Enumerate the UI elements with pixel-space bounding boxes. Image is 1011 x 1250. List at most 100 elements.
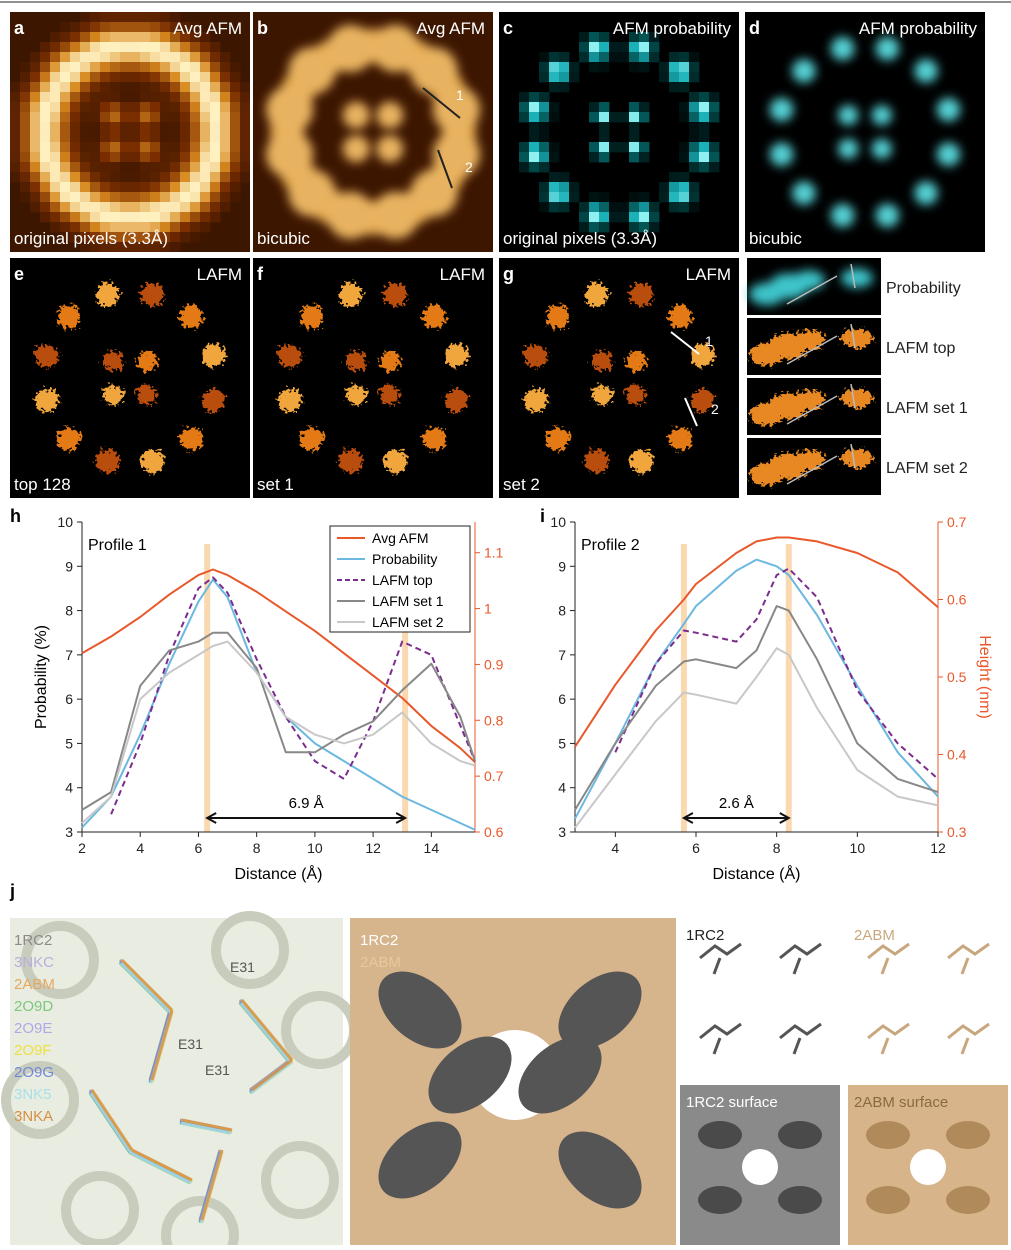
x-axis-label: Distance (Å) [234, 864, 322, 883]
pixel [629, 192, 639, 202]
pixel [120, 72, 130, 82]
panel-letter: i [540, 506, 545, 526]
pixel [200, 162, 210, 172]
pixel [190, 62, 200, 72]
pixel [549, 152, 559, 162]
distance-arrow [684, 813, 789, 823]
pixel [180, 232, 190, 242]
pixel [220, 142, 230, 152]
pixel [170, 172, 180, 182]
pixel [110, 82, 120, 92]
y-tick-label: 8 [558, 603, 566, 619]
pixel [559, 172, 569, 182]
pixel [230, 102, 240, 112]
pixel [549, 112, 559, 122]
pixel [240, 152, 250, 162]
pixel [150, 12, 160, 22]
pixel [140, 52, 150, 62]
blob [770, 143, 794, 167]
pixel [140, 172, 150, 182]
pixel [110, 22, 120, 32]
pixel [699, 122, 709, 132]
blob [202, 344, 226, 368]
pixel [20, 62, 30, 72]
pixel [679, 182, 689, 192]
pixel [40, 102, 50, 112]
pixel [100, 82, 110, 92]
blob [96, 450, 120, 474]
blob [141, 450, 165, 474]
pixel [549, 182, 559, 192]
pixel [539, 132, 549, 142]
pixel [559, 192, 569, 202]
pixel [220, 182, 230, 192]
series-line [575, 560, 938, 819]
panel-background [10, 258, 250, 498]
pixel [40, 142, 50, 152]
pixel [40, 72, 50, 82]
blob [831, 37, 855, 61]
pixel [150, 142, 160, 152]
x-axis-label: Distance (Å) [712, 864, 800, 883]
pixel [40, 122, 50, 132]
overlay-label: 1RC2 [360, 932, 398, 949]
blob [103, 385, 123, 405]
pixel [10, 92, 20, 102]
pixel [10, 152, 20, 162]
pixel [170, 202, 180, 212]
blob [630, 283, 654, 307]
image-panel [745, 12, 985, 252]
pixel [80, 62, 90, 72]
pixel [150, 52, 160, 62]
pixel [10, 112, 20, 122]
panel-letter: d [749, 18, 760, 38]
pixel [90, 52, 100, 62]
pixel [559, 62, 569, 72]
pixel [80, 52, 90, 62]
blob [346, 351, 366, 371]
pixel [30, 152, 40, 162]
pixel [629, 202, 639, 212]
pixel [100, 112, 110, 122]
pixel [230, 152, 240, 162]
pixel [180, 82, 190, 92]
pixel [649, 42, 659, 52]
pixel [150, 92, 160, 102]
pixel [589, 112, 599, 122]
pixel [160, 102, 170, 112]
pixel [70, 102, 80, 112]
view-label: 2ABM surface [854, 1094, 948, 1111]
pixel [529, 132, 539, 142]
pixel [40, 162, 50, 172]
pixel [629, 62, 639, 72]
pixel [100, 212, 110, 222]
pixel [50, 202, 60, 212]
panel-caption: original pixels (3.3Å) [503, 229, 657, 248]
panel-title: AFM probability [859, 19, 978, 38]
panel-caption: top 128 [14, 475, 71, 494]
pixel [529, 112, 539, 122]
pixel [190, 202, 200, 212]
pixel [210, 52, 220, 62]
y-tick-label: 8 [65, 603, 73, 619]
blob [585, 283, 609, 307]
pixel [120, 212, 130, 222]
pixel [220, 82, 230, 92]
y2-tick-label: 1 [484, 601, 492, 617]
pixel [559, 52, 569, 62]
pixel [629, 112, 639, 122]
pixel [160, 142, 170, 152]
pixel [90, 212, 100, 222]
pixel [90, 32, 100, 42]
pixel [649, 212, 659, 222]
series-line [82, 633, 475, 810]
pixel [689, 52, 699, 62]
pixel [529, 142, 539, 152]
pixel [100, 162, 110, 172]
pixel [40, 212, 50, 222]
pixel [150, 172, 160, 182]
pixel [170, 122, 180, 132]
pixel [240, 102, 250, 112]
blob [793, 450, 825, 469]
pixel [20, 82, 30, 92]
